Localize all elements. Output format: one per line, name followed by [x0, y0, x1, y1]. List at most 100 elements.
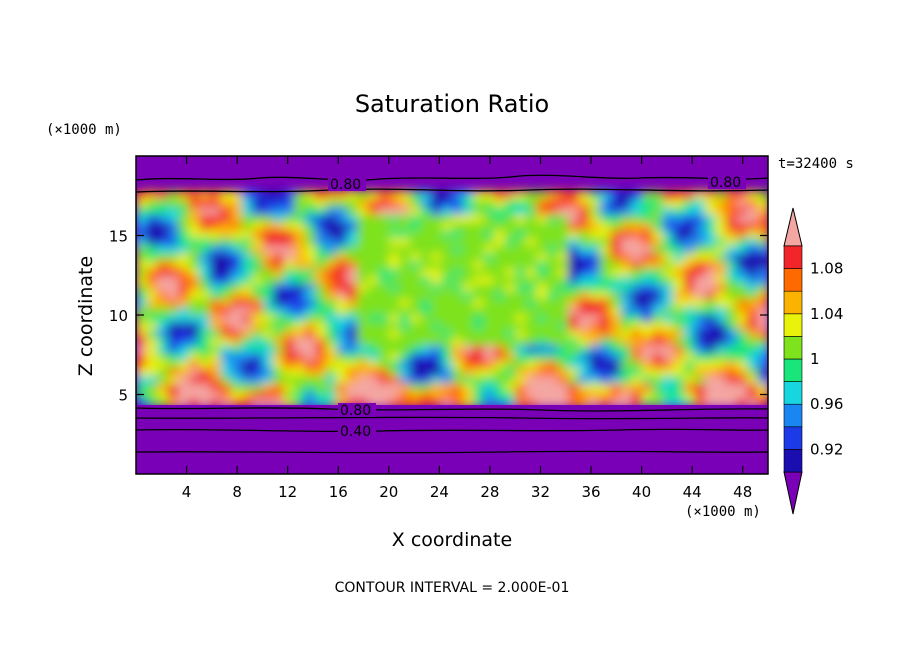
heatmap-cell: [315, 221, 327, 231]
x-tick-label: 24: [430, 483, 449, 501]
heatmap-cell: [631, 336, 643, 346]
heatmap-cell: [441, 275, 453, 284]
heatmap-cell: [430, 275, 443, 284]
heatmap-cell: [452, 328, 464, 338]
heatmap-cell: [536, 321, 548, 330]
heatmap-cell: [409, 359, 422, 369]
heatmap-cell: [704, 328, 717, 338]
heatmap-cell: [757, 313, 768, 323]
heatmap-cell: [357, 321, 369, 330]
heatmap-cell: [430, 336, 443, 346]
heatmap-cell: [420, 290, 432, 300]
heatmap-cell: [336, 259, 348, 269]
heatmap-cell: [357, 351, 369, 361]
heatmap-cell: [746, 213, 759, 223]
heatmap-cell: [536, 190, 548, 200]
heatmap-cell: [673, 351, 685, 361]
heatmap-cell: [272, 206, 285, 215]
heatmap-cell: [136, 336, 148, 346]
heatmap-cell: [220, 236, 232, 246]
heatmap-cell: [294, 198, 306, 208]
heatmap-cell: [673, 275, 685, 284]
heatmap-cell: [272, 374, 285, 384]
heatmap-cell: [262, 206, 274, 215]
heatmap-cell: [631, 374, 643, 384]
heatmap-cell: [430, 367, 443, 376]
colorbar-band: [783, 403, 803, 428]
heatmap-cell: [409, 351, 422, 361]
heatmap-cell: [757, 198, 768, 208]
heatmap-cell: [209, 382, 222, 392]
heatmap-cell: [220, 290, 232, 300]
heatmap-cell: [346, 351, 359, 361]
heatmap-cell: [388, 374, 401, 384]
heatmap-cell: [430, 359, 443, 369]
heatmap-cell: [146, 328, 159, 338]
heatmap-cell: [315, 282, 327, 292]
heatmap-cell: [262, 390, 274, 399]
heatmap-cell: [378, 229, 390, 238]
heatmap-cell: [220, 382, 232, 392]
heatmap-cell: [483, 213, 496, 223]
heatmap-cell: [536, 267, 548, 277]
heatmap-cell: [641, 213, 654, 223]
heatmap-cell: [178, 267, 190, 277]
heatmap-cell: [473, 359, 485, 369]
heatmap-cell: [441, 244, 453, 254]
heatmap-cell: [483, 244, 496, 254]
heatmap-cell: [357, 221, 369, 231]
heatmap-cell: [315, 244, 327, 254]
heatmap-cell: [283, 374, 295, 384]
heatmap-cell: [494, 236, 506, 246]
heatmap-cell: [336, 229, 348, 238]
heatmap-cell: [399, 290, 411, 300]
heatmap-cell: [157, 397, 169, 407]
heatmap-cell: [178, 344, 190, 353]
heatmap-cell: [136, 198, 148, 208]
heatmap-cell: [736, 367, 748, 376]
heatmap-cell: [399, 213, 411, 223]
heatmap-cell: [610, 374, 622, 384]
heatmap-cell: [420, 359, 432, 369]
heatmap-cell: [167, 236, 180, 246]
heatmap-cell: [188, 190, 201, 200]
heatmap-cell: [230, 298, 243, 307]
heatmap-cell: [578, 221, 590, 231]
heatmap-cell: [673, 229, 685, 238]
heatmap-cell: [515, 236, 527, 246]
heatmap-cell: [430, 282, 443, 292]
heatmap-cell: [588, 390, 601, 399]
heatmap-cell: [346, 221, 359, 231]
heatmap-cell: [473, 367, 485, 376]
heatmap-cell: [304, 374, 317, 384]
heatmap-cell: [704, 382, 717, 392]
heatmap-cell: [430, 252, 443, 261]
heatmap-cell: [673, 221, 685, 231]
heatmap-cell: [757, 282, 768, 292]
heatmap-cell: [567, 390, 580, 399]
heatmap-cell: [536, 229, 548, 238]
heatmap-cell: [515, 321, 527, 330]
heatmap-cell: [599, 313, 611, 323]
heatmap-cell: [399, 206, 411, 215]
heatmap-cell: [272, 267, 285, 277]
heatmap-cell: [230, 221, 243, 231]
heatmap-cell: [146, 206, 159, 215]
heatmap-cell: [546, 275, 559, 284]
heatmap-cell: [157, 298, 169, 307]
heatmap-cell: [346, 367, 359, 376]
heatmap-cell: [631, 397, 643, 407]
heatmap-cell: [599, 290, 611, 300]
heatmap-cell: [262, 229, 274, 238]
heatmap-cell: [230, 206, 243, 215]
heatmap-cell: [199, 236, 211, 246]
heatmap-cell: [136, 397, 148, 407]
heatmap-cell: [483, 198, 496, 208]
heatmap-cell: [620, 382, 633, 392]
heatmap-cell: [694, 313, 706, 323]
heatmap-cell: [251, 244, 264, 254]
heatmap-cell: [346, 390, 359, 399]
heatmap-cell: [546, 236, 559, 246]
heatmap-cell: [462, 382, 475, 392]
heatmap-cell: [357, 390, 369, 399]
